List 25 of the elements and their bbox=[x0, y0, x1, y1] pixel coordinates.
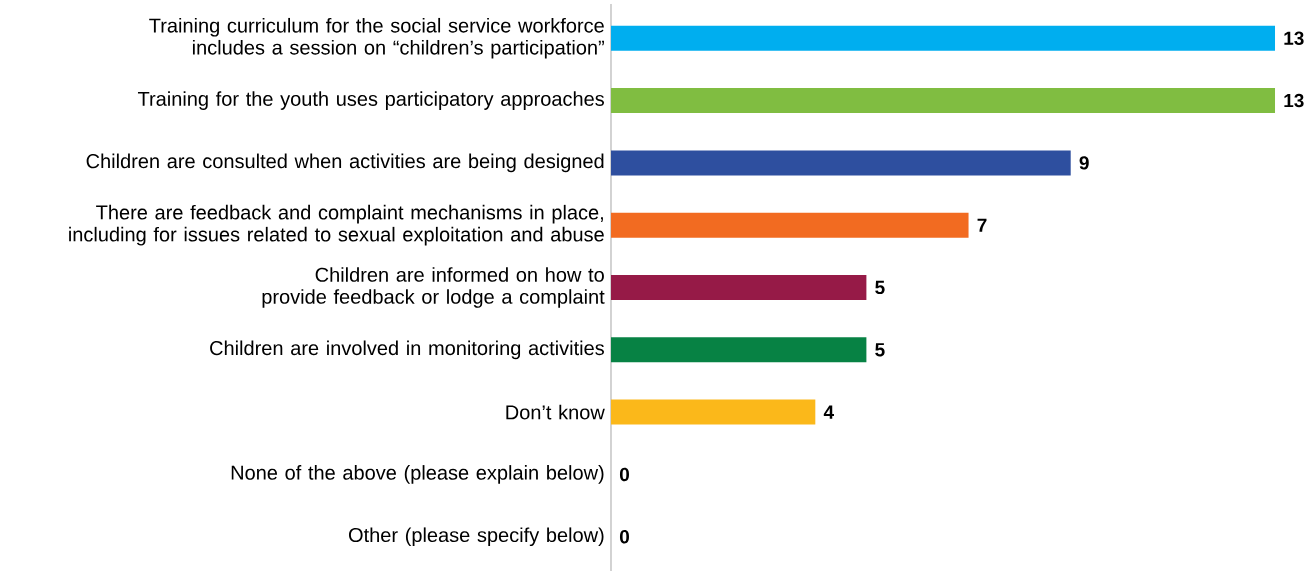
y-tick-label: Training curriculum for the social service workforce includes a session on “children’s participation” bbox=[149, 17, 604, 59]
y-tick-label: Don’t know bbox=[506, 404, 605, 420]
data-label: 5 bbox=[875, 280, 885, 295]
bar bbox=[611, 337, 867, 363]
y-tick-label: Children are consulted when activities are being designed bbox=[86, 153, 604, 173]
y-tick-label: There are feedback and complaint mechanisms in place, including for issues related to sexual exploitation and abuse bbox=[69, 204, 604, 246]
y-tick-label: None of the above (please explain below) bbox=[231, 465, 604, 484]
y-tick-label: Children are involved in monitoring activities bbox=[210, 340, 604, 360]
data-label: 0 bbox=[619, 467, 629, 482]
data-label: 4 bbox=[823, 405, 834, 419]
data-label: 13 bbox=[1284, 93, 1304, 108]
bar bbox=[611, 25, 1276, 51]
bar bbox=[611, 88, 1276, 114]
data-label: 7 bbox=[977, 218, 987, 232]
bar bbox=[611, 274, 867, 300]
y-tick-label: Children are informed on how to provide feedback or lodge a complaint bbox=[262, 267, 605, 308]
y-tick-label: Other (please specify below) bbox=[348, 527, 604, 547]
y-tick-label: Training for the youth uses participatory approaches bbox=[137, 91, 604, 110]
bar bbox=[611, 399, 816, 425]
bar bbox=[611, 150, 1071, 176]
data-label: 5 bbox=[875, 343, 885, 357]
data-label: 9 bbox=[1079, 156, 1089, 170]
bar bbox=[611, 212, 969, 238]
data-label: 0 bbox=[619, 530, 629, 544]
data-label: 13 bbox=[1284, 31, 1304, 46]
